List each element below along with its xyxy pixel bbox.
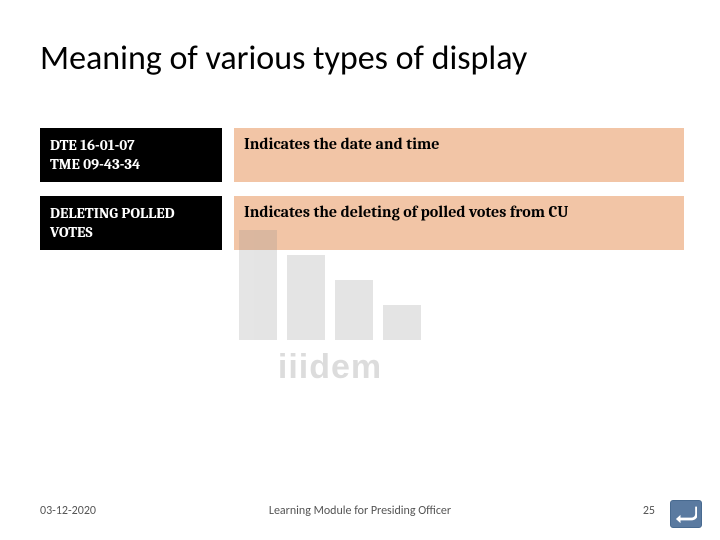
watermark-text: iiidem: [230, 348, 430, 387]
display-code-line: DTE 16-01-07: [50, 136, 212, 156]
display-meaning-text: Indicates the deleting of polled votes f…: [244, 202, 568, 223]
display-code-cell: DELETING POLLED VOTES: [40, 196, 222, 250]
display-code-line: VOTES: [50, 223, 212, 243]
slide: Meaning of various types of display DTE …: [0, 0, 720, 540]
display-meaning-cell: Indicates the deleting of polled votes f…: [234, 196, 684, 250]
footer-page-number: 25: [643, 504, 655, 518]
page-title: Meaning of various types of display: [40, 38, 690, 79]
display-meaning-text: Indicates the date and time: [244, 134, 439, 155]
display-code-line: TME 09-43-34: [50, 155, 212, 175]
display-code-line: DELETING POLLED: [50, 204, 212, 224]
return-arrow-icon: [675, 504, 697, 524]
back-button[interactable]: [670, 500, 702, 528]
footer-module-title: Learning Module for Presiding Officer: [0, 504, 720, 518]
display-code-cell: DTE 16-01-07 TME 09-43-34: [40, 128, 222, 182]
watermark-logo: iiidem: [230, 230, 430, 387]
table-row: DELETING POLLED VOTES Indicates the dele…: [40, 196, 684, 250]
table-row: DTE 16-01-07 TME 09-43-34 Indicates the …: [40, 128, 684, 182]
display-meaning-cell: Indicates the date and time: [234, 128, 684, 182]
